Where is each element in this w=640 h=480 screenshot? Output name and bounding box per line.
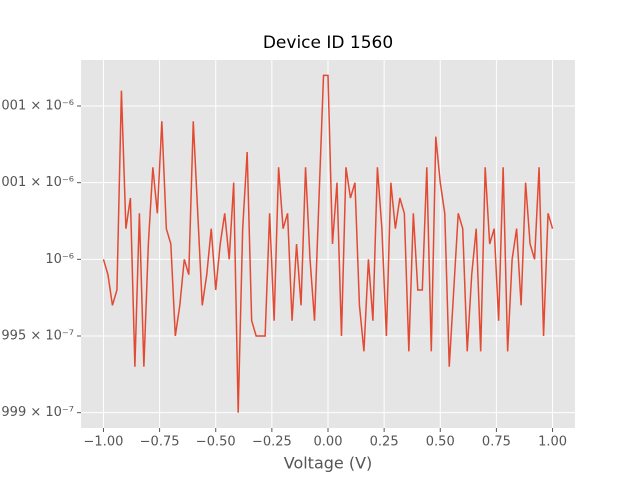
- y-tick-label: 995 × 10⁻⁷: [1, 329, 74, 344]
- x-tick-label: −1.00: [84, 435, 124, 450]
- data-line: [102, 74, 554, 413]
- x-tick-label: 1.00: [538, 435, 567, 450]
- x-tick-label: 0.50: [426, 435, 455, 450]
- y-tick-label: 001 × 10⁻⁶: [1, 99, 74, 114]
- x-axis-label: Voltage (V): [284, 454, 373, 473]
- x-tick-label: −0.50: [196, 435, 236, 450]
- y-tick-label: 999 × 10⁻⁷: [1, 405, 74, 420]
- y-tick-label: 001 × 10⁻⁶: [1, 175, 74, 190]
- x-tick-label: 0.00: [314, 435, 343, 450]
- x-tick-label: 0.25: [370, 435, 399, 450]
- chart-title: Device ID 1560: [263, 33, 393, 53]
- x-tick-label: −0.25: [252, 435, 292, 450]
- y-tick-label: 10⁻⁶: [45, 252, 74, 267]
- x-tick-label: −0.75: [140, 435, 180, 450]
- x-tick-label: 0.75: [482, 435, 511, 450]
